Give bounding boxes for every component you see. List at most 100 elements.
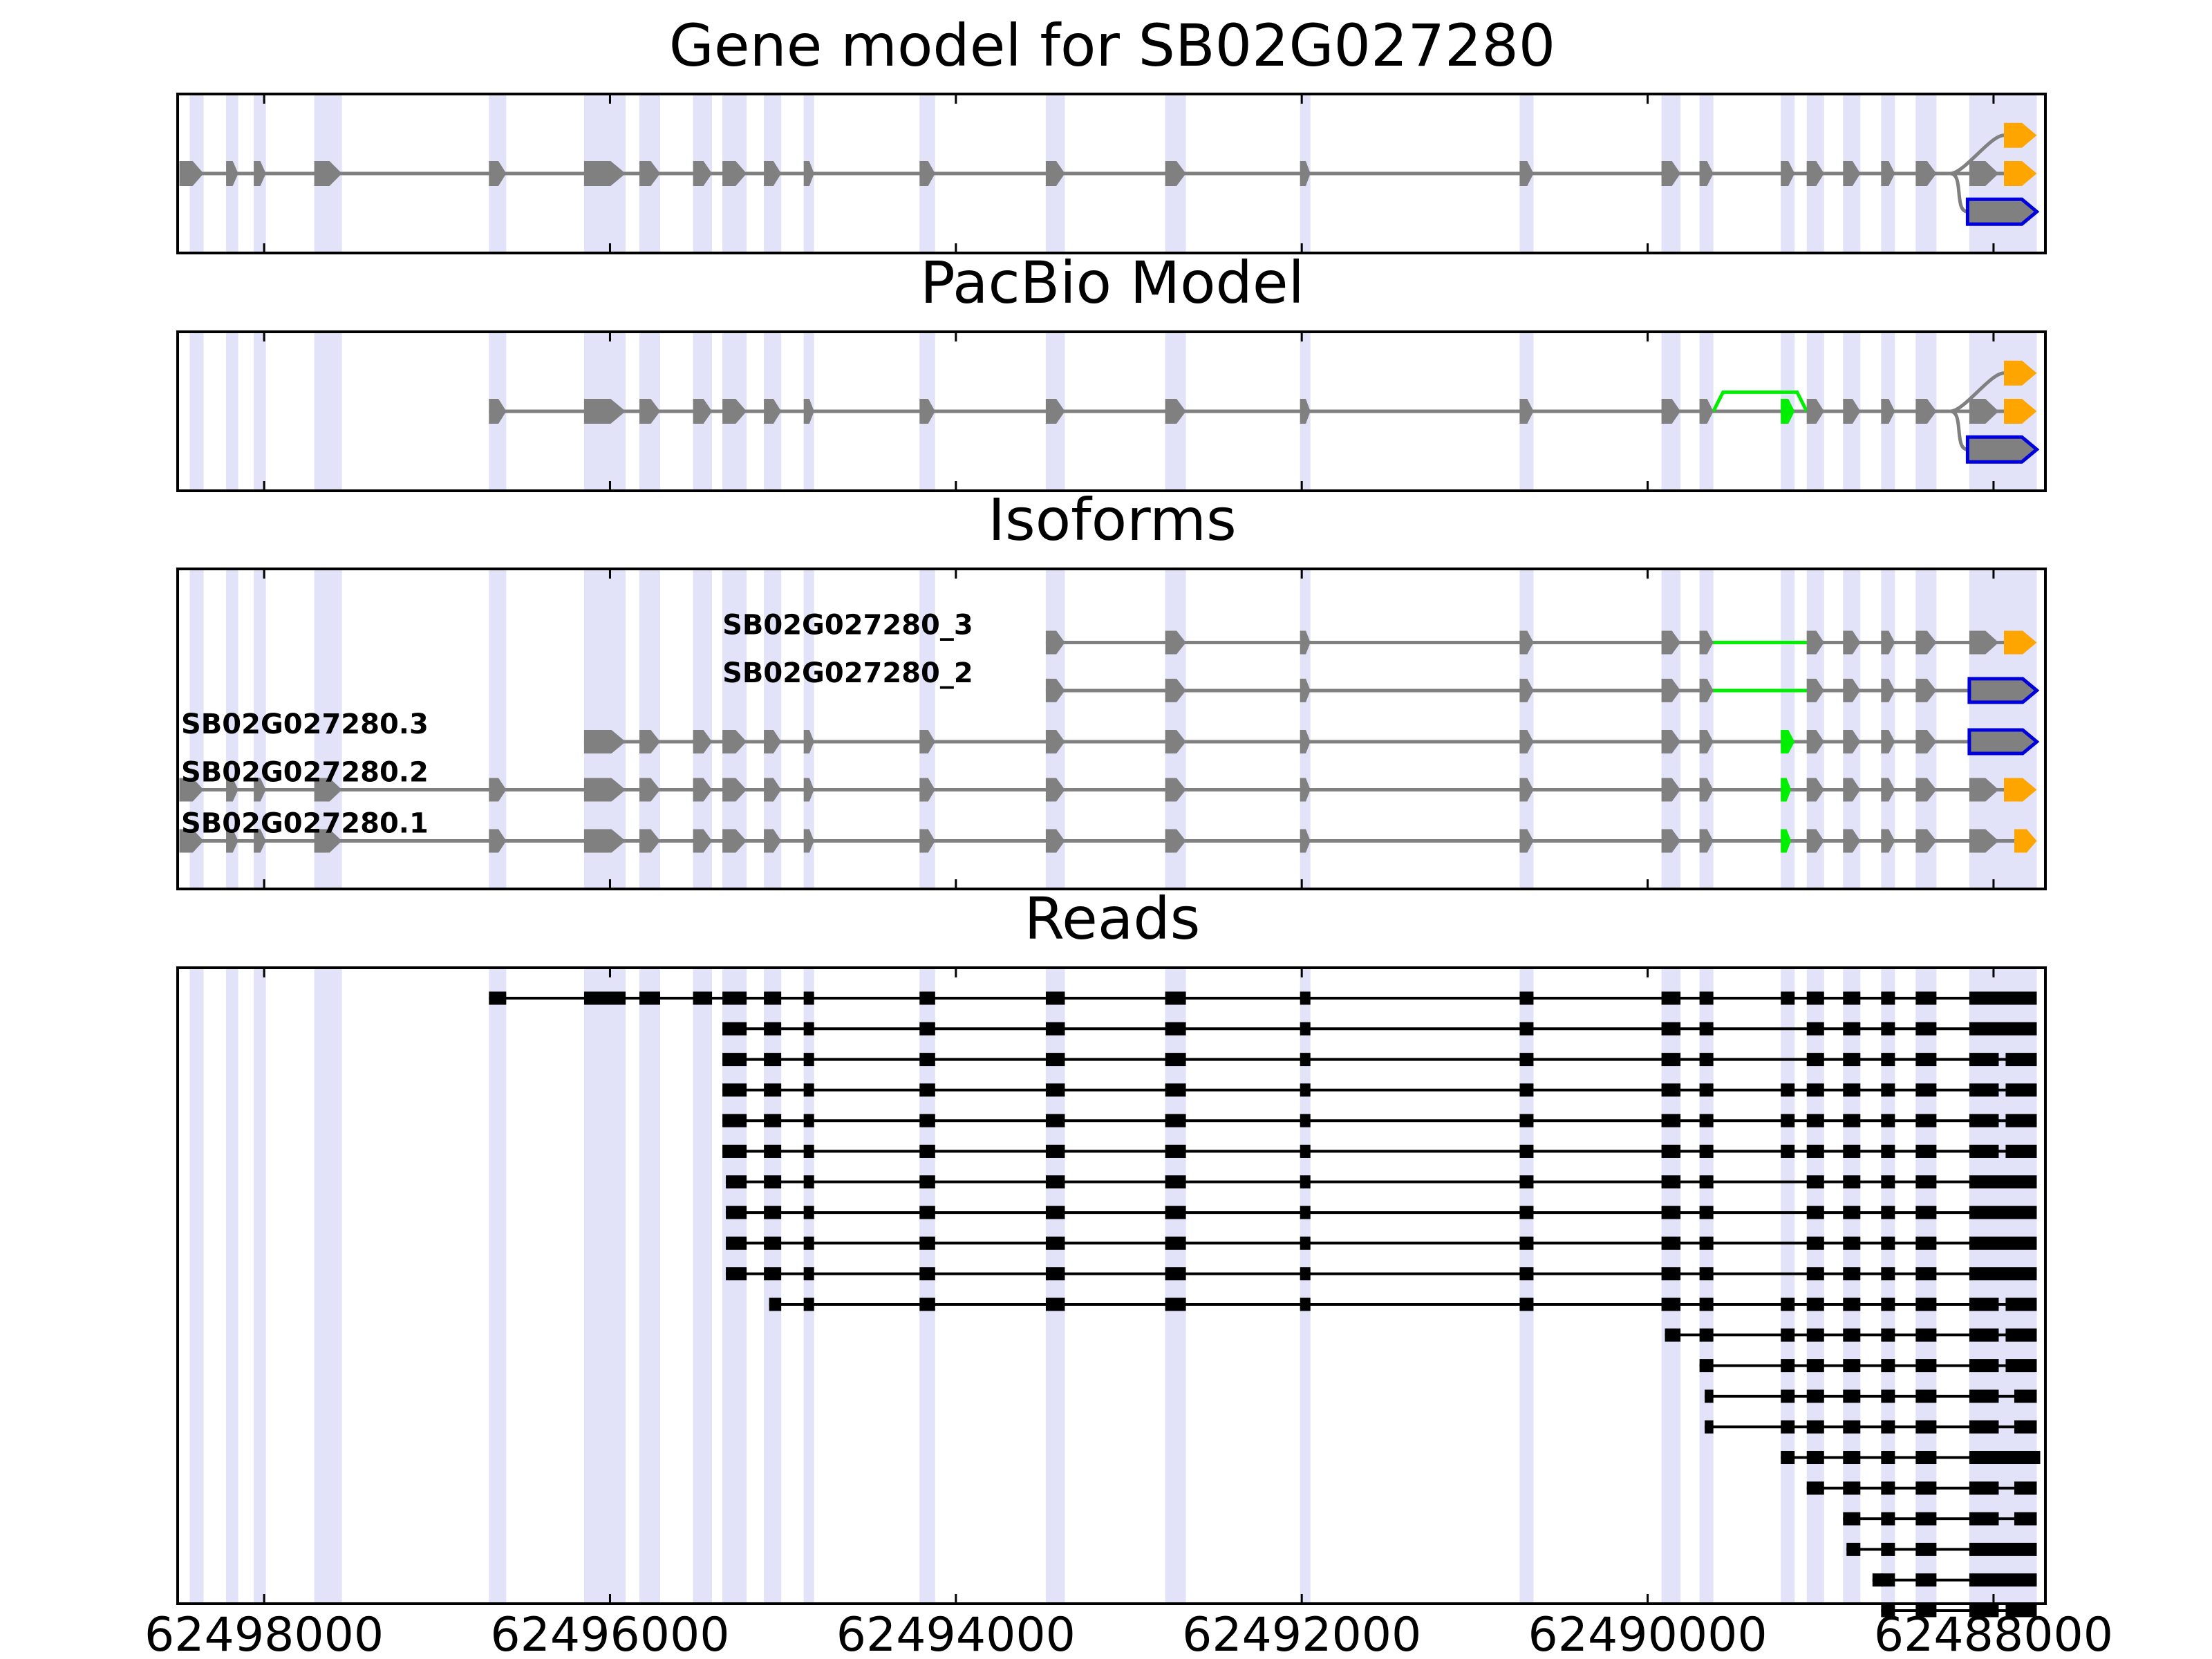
read-block-13-7	[2014, 1389, 2037, 1403]
read-block-7-13	[1915, 1206, 1937, 1219]
exon-1-0-10	[1300, 399, 1311, 424]
exon-2-1-7	[1843, 678, 1861, 702]
exon-2-3-17	[1699, 778, 1714, 802]
exon-2-3-4	[489, 778, 507, 802]
read-block-15-2	[1843, 1451, 1861, 1464]
read-block-20-0	[1881, 1604, 1895, 1618]
read-block-3-13	[1881, 1083, 1895, 1097]
exon-0-0-1	[226, 161, 238, 186]
exon-2-2-11	[1661, 730, 1681, 753]
exon-2-3-14	[1300, 778, 1311, 802]
exon-2-4-6	[639, 829, 660, 853]
read-block-0-1	[583, 991, 626, 1005]
read-block-0-19	[1969, 991, 2037, 1005]
read-block-8-5	[1165, 1236, 1186, 1250]
exon-2-3-8	[722, 778, 747, 802]
shaded-region-3-23	[1969, 968, 2037, 1604]
read-block-9-9	[1699, 1267, 1714, 1281]
panel-0	[176, 93, 2047, 254]
read-block-1-12	[1881, 1022, 1895, 1035]
exon-2-4-14	[1300, 829, 1311, 853]
shaded-region-3-6	[639, 968, 661, 1604]
read-block-18-0	[1846, 1542, 1861, 1556]
read-block-10-3	[1045, 1297, 1065, 1311]
read-block-8-2	[803, 1236, 814, 1250]
exon-2-2-12	[1699, 730, 1714, 753]
panel-1	[176, 330, 2047, 492]
read-block-7-3	[919, 1206, 935, 1219]
read-block-13-6	[1969, 1389, 1999, 1403]
read-block-4-3	[919, 1114, 935, 1127]
read-block-19-1	[1881, 1573, 1895, 1587]
exon-0-0-12	[1045, 161, 1065, 186]
read-block-7-0	[726, 1206, 747, 1219]
shaded-region-3-18	[1781, 968, 1795, 1604]
read-block-18-1	[1881, 1542, 1895, 1556]
read-block-3-11	[1806, 1083, 1824, 1097]
read-block-2-1	[764, 1053, 782, 1067]
exon-0-0-13	[1165, 161, 1186, 186]
exon-2-2-7	[1045, 730, 1065, 753]
read-block-2-12	[1881, 1053, 1895, 1067]
read-block-15-0	[1781, 1451, 1795, 1464]
read-block-9-3	[919, 1267, 935, 1281]
track-label-2-2: SB02G027280.3	[181, 709, 429, 740]
read-block-8-12	[1881, 1236, 1895, 1250]
read-block-19-2	[1915, 1573, 1937, 1587]
exon-2-2-4	[764, 730, 782, 753]
read-block-4-5	[1165, 1114, 1186, 1127]
exon-2-4-5	[583, 829, 626, 853]
exon-2-3-0	[179, 778, 204, 802]
read-block-10-15	[2005, 1297, 2037, 1311]
read-block-17-2	[1915, 1512, 1937, 1526]
read-block-19-3	[1969, 1573, 2037, 1587]
read-block-7-2	[803, 1206, 814, 1219]
read-block-3-8	[1661, 1083, 1681, 1097]
read-block-20-1	[1915, 1604, 1937, 1618]
read-block-11-7	[1969, 1328, 1999, 1342]
exon-2-1-9	[1915, 678, 1937, 702]
read-block-6-1	[764, 1175, 782, 1189]
read-block-8-14	[1969, 1236, 2037, 1250]
alt-exon-1-0	[1781, 399, 1795, 424]
shaded-region-3-7	[693, 968, 713, 1604]
read-block-20-2	[1969, 1604, 1999, 1618]
panel-2: SB02G027280_3 SB02G027280_2 SB02G027280.3 S…	[176, 568, 2047, 890]
read-block-1-0	[722, 1022, 747, 1035]
exon-2-3-9	[764, 778, 782, 802]
read-block-8-6	[1300, 1236, 1311, 1250]
read-block-12-7	[2005, 1359, 2037, 1373]
read-block-11-3	[1806, 1328, 1824, 1342]
read-block-12-0	[1699, 1359, 1714, 1373]
read-block-15-1	[1806, 1451, 1824, 1464]
tick-label-1: 62496000	[490, 1608, 729, 1659]
read-block-3-4	[1045, 1083, 1065, 1097]
read-block-5-3	[919, 1145, 935, 1158]
branch-exon-0-0-0	[2004, 122, 2037, 148]
read-block-6-7	[1519, 1175, 1534, 1189]
exon-2-2-18	[1967, 728, 2040, 756]
read-block-8-1	[764, 1236, 782, 1250]
exon-2-3-5	[583, 778, 626, 802]
exon-2-4-15	[1519, 829, 1534, 853]
read-block-16-3	[1915, 1481, 1937, 1495]
read-block-10-8	[1699, 1297, 1714, 1311]
exon-2-3-12	[1045, 778, 1065, 802]
exon-0-0-9	[764, 161, 782, 186]
panel-1-frame	[176, 330, 2047, 492]
track-label-2-0: SB02G027280_3	[722, 609, 973, 641]
exon-2-0-4	[1661, 630, 1681, 655]
exon-2-2-8	[1165, 730, 1186, 753]
read-block-0-13	[1699, 991, 1714, 1005]
read-block-11-4	[1843, 1328, 1861, 1342]
read-block-2-7	[1519, 1053, 1534, 1067]
exon-0-0-4	[489, 161, 507, 186]
shaded-region-3-9	[764, 968, 782, 1604]
exon-2-2-5	[803, 730, 814, 753]
read-block-14-4	[1881, 1420, 1895, 1434]
tick-label-4: 62490000	[1528, 1608, 1768, 1659]
exon-2-4-22	[1915, 829, 1937, 853]
read-block-9-11	[1843, 1267, 1861, 1281]
read-block-8-9	[1699, 1236, 1714, 1250]
exon-2-3-22	[1915, 778, 1937, 802]
